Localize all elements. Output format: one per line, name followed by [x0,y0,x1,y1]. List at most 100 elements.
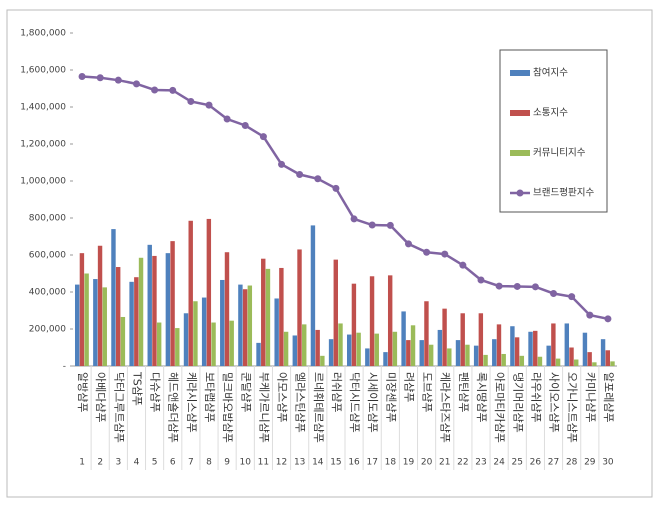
legend-label: 커뮤니티지수 [533,148,586,159]
bar [193,301,198,366]
bar [447,348,452,366]
y-tick-label: 600,000 [29,251,66,261]
bar [392,331,398,366]
bar [279,267,284,366]
bar [170,241,175,366]
y-tick-label: 400,000 [29,288,66,298]
line-marker [423,248,431,256]
line-marker [296,171,304,179]
legend-label: 참여지수 [533,67,568,79]
bar [600,339,606,366]
x-tick-number: 14 [312,458,324,468]
bar [528,331,533,366]
bar [424,301,429,366]
x-tick-label: 라우쉬샴푸 [529,372,542,423]
legend-box [499,49,608,213]
x-tick-label: 시세이도샴푸 [366,372,379,433]
bar [183,313,189,366]
x-tick-number: 30 [602,458,614,468]
x-tick-number: 9 [224,458,230,468]
line-marker [114,76,122,84]
x-tick-label: 려샴푸 [402,372,415,402]
bar [519,355,525,366]
x-tick-number: 28 [566,458,578,468]
bar [569,347,574,366]
bar [442,308,447,366]
bar [129,281,134,366]
bar [410,325,416,366]
x-tick-number: 25 [512,458,523,468]
line-marker [368,221,376,229]
line-marker [78,72,86,80]
bar [256,342,261,366]
bar [383,352,388,366]
legend-swatch [510,110,530,116]
bar [120,316,126,366]
x-tick-label: 도브샴푸 [421,372,434,412]
x-tick-number: 15 [330,458,341,468]
bar [365,348,370,366]
bar [473,345,479,366]
line-marker [187,97,195,105]
y-tick-label: 800,000 [29,214,66,224]
bar [546,345,551,366]
bar [147,244,152,366]
line-marker [350,215,358,223]
bar [492,339,497,366]
y-tick-label: 1,000,000 [20,177,66,187]
bar [238,284,243,366]
bar [220,279,225,366]
bar [587,352,592,366]
line-marker [314,175,322,183]
x-tick-label: 아베다샴푸 [94,372,107,423]
bar [564,323,570,366]
bar [302,324,307,366]
x-tick-label: 엘라스틴샴푸 [294,372,307,433]
line-marker [205,101,213,109]
bar [156,322,162,366]
bar [574,359,579,366]
bar [510,326,515,366]
bar [351,283,357,366]
bar [437,329,443,366]
x-tick-number: 6 [170,458,176,468]
bar [188,220,193,366]
x-tick-label: 보타랩샴푸 [203,372,216,423]
bar [102,287,107,366]
bar [165,253,171,366]
bar [111,229,116,366]
bar [465,344,470,366]
line-marker [386,221,394,229]
x-tick-number: 2 [97,458,103,468]
bar [206,218,212,366]
bar [292,335,298,366]
x-tick-number: 17 [366,458,377,468]
x-tick-label: 팬틴샴푸 [457,372,470,412]
bar [496,324,502,366]
line-marker [332,184,340,192]
line-marker [550,289,558,297]
bar [387,275,393,366]
x-tick-number: 27 [548,458,559,468]
bar [555,358,561,366]
x-tick-number: 11 [258,458,269,468]
bar [582,332,588,366]
bar [283,331,289,366]
bar [297,249,302,366]
x-tick-number: 10 [240,458,252,468]
x-tick-label: 댕기머리샴푸 [511,372,524,433]
bar [455,340,461,366]
bar [79,253,85,366]
bar [134,277,139,366]
x-tick-label: 케라스타즈샴푸 [439,372,452,443]
x-tick-number: 22 [457,458,468,468]
line-marker [169,86,177,94]
line-marker [259,133,267,141]
x-tick-number: 7 [188,458,194,468]
x-tick-number: 8 [206,458,212,468]
bar [211,322,216,366]
y-tick-label: 200,000 [29,325,66,335]
x-tick-label: 케라시스샴푸 [185,372,198,433]
bar [478,313,484,366]
